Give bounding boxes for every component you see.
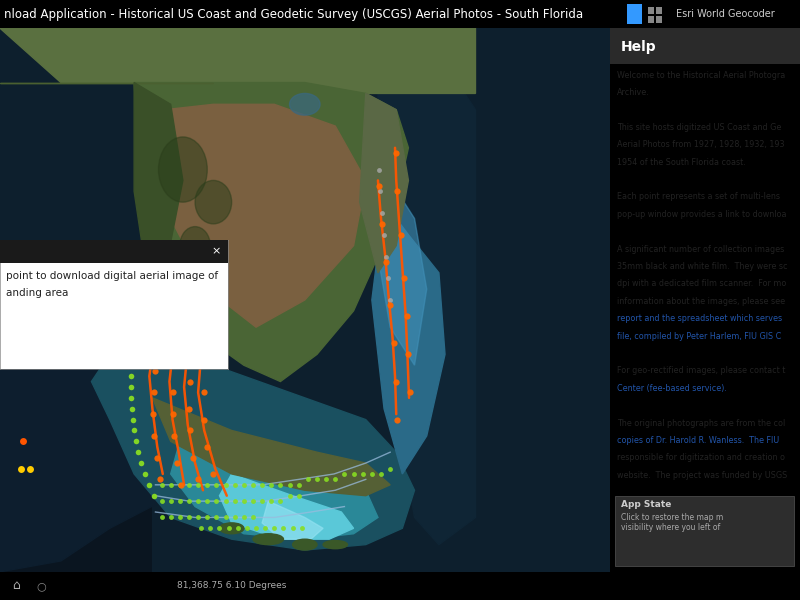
Bar	[0, 273, 152, 572]
Polygon shape	[378, 181, 426, 365]
Text: file, compiled by Peter Harlem, FIU GIS C: file, compiled by Peter Harlem, FIU GIS …	[618, 332, 782, 341]
Ellipse shape	[219, 523, 244, 534]
Text: responsible for digitization and creation o: responsible for digitization and creatio…	[618, 453, 786, 462]
Text: website.  The project was funded by USGS: website. The project was funded by USGS	[618, 470, 787, 479]
Text: copies of Dr. Harold R. Wanless.  The FIU: copies of Dr. Harold R. Wanless. The FIU	[618, 436, 779, 445]
Text: This site hosts digitized US Coast and Ge: This site hosts digitized US Coast and G…	[618, 123, 782, 132]
Ellipse shape	[253, 534, 283, 545]
Polygon shape	[152, 398, 390, 496]
Text: Aerial Photos from 1927, 1928, 1932, 193: Aerial Photos from 1927, 1928, 1932, 193	[618, 140, 785, 149]
Polygon shape	[91, 343, 414, 550]
Bar	[610, 28, 800, 64]
Polygon shape	[0, 273, 214, 572]
Text: The original photographs are from the col: The original photographs are from the co…	[618, 419, 786, 428]
Text: Archive.: Archive.	[618, 88, 650, 97]
Polygon shape	[372, 202, 445, 474]
Text: 35mm black and white film.  They were sc: 35mm black and white film. They were sc	[618, 262, 788, 271]
Text: App State: App State	[621, 500, 671, 509]
Ellipse shape	[180, 227, 210, 265]
Text: pop-up window provides a link to downloa: pop-up window provides a link to downloa	[618, 210, 786, 219]
Ellipse shape	[290, 94, 320, 115]
Text: report and the spreadsheet which serves: report and the spreadsheet which serves	[618, 314, 782, 323]
Polygon shape	[170, 430, 378, 539]
Polygon shape	[262, 501, 323, 539]
Ellipse shape	[198, 251, 217, 273]
Bar	[648, 7, 654, 14]
Text: Each point represents a set of multi-lens: Each point represents a set of multi-len…	[618, 193, 780, 202]
Text: nload Application - Historical US Coast and Geodetic Survey (USCGS) Aerial Photo: nload Application - Historical US Coast …	[4, 8, 583, 20]
Text: anding area: anding area	[6, 288, 68, 298]
Text: ×: ×	[212, 247, 221, 257]
Bar	[648, 16, 654, 23]
Bar	[656, 16, 662, 23]
Text: Welcome to the Historical Aerial Photogra: Welcome to the Historical Aerial Photogr…	[618, 71, 786, 80]
Polygon shape	[219, 474, 354, 539]
Polygon shape	[360, 94, 409, 273]
Polygon shape	[165, 104, 366, 327]
Ellipse shape	[195, 181, 232, 224]
Ellipse shape	[323, 541, 347, 548]
Text: Center (fee-based service).: Center (fee-based service).	[618, 384, 727, 393]
Polygon shape	[378, 55, 475, 545]
Text: For geo-rectified images, please contact t: For geo-rectified images, please contact…	[618, 367, 786, 376]
Ellipse shape	[293, 539, 317, 550]
Text: 81,368.75 6.10 Degrees: 81,368.75 6.10 Degrees	[178, 581, 286, 590]
Text: Help: Help	[621, 40, 657, 54]
Text: point to download digital aerial image of: point to download digital aerial image o…	[6, 271, 218, 281]
Bar	[656, 7, 662, 14]
Text: dpi with a dedicated film scanner.  For mo: dpi with a dedicated film scanner. For m…	[618, 280, 786, 289]
Bar	[615, 496, 794, 566]
Text: information about the images, please see: information about the images, please see	[618, 297, 786, 306]
Polygon shape	[0, 28, 475, 94]
Text: ⌂: ⌂	[12, 580, 20, 592]
Text: ○: ○	[36, 581, 46, 591]
Text: Click to restore the map m
visibility where you left of: Click to restore the map m visibility wh…	[621, 513, 723, 532]
Text: 1954 of the South Florida coast.: 1954 of the South Florida coast.	[618, 158, 746, 167]
Ellipse shape	[158, 137, 207, 202]
Polygon shape	[134, 83, 409, 382]
Bar	[627, 4, 642, 24]
Polygon shape	[134, 83, 183, 273]
Text: A significant number of collection images: A significant number of collection image…	[618, 245, 785, 254]
Bar	[0, 240, 228, 263]
Text: Esri World Geocoder: Esri World Geocoder	[676, 9, 774, 19]
